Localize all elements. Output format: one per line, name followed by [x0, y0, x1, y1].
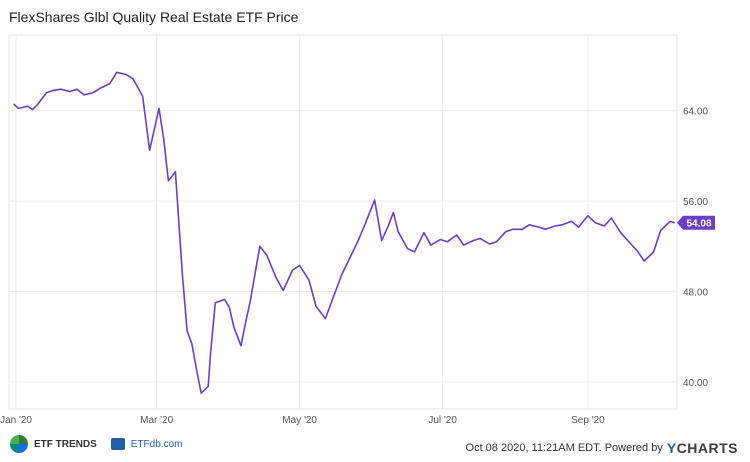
ycharts-y: Y: [666, 440, 677, 456]
etfdb-label: ETFdb.com: [130, 438, 183, 450]
y-axis-ticks: 40.00 48.00 56.00 64.00: [683, 107, 708, 389]
x-tick-label: Jul '20: [428, 415, 457, 426]
ycharts-logo: YCHARTS: [667, 440, 738, 456]
x-tick-label: Mar '20: [140, 415, 173, 426]
last-value-badge-shape: [677, 215, 715, 230]
ycharts-rest: CHARTS: [676, 440, 738, 456]
y-tick-label: 48.00: [683, 287, 708, 298]
y-tick-label: 56.00: [683, 197, 708, 208]
grid-lines: [9, 35, 677, 409]
y-tick-label: 40.00: [683, 378, 708, 389]
x-axis-ticks: Jan '20 Mar '20 May '20 Jul '20 Sep '20: [0, 415, 605, 426]
x-tick-label: Jan '20: [0, 415, 32, 426]
price-series-line: [13, 71, 675, 394]
y-tick-label: 64.00: [683, 107, 708, 118]
footer-left-brands: ETF TRENDS ETFdb.com: [10, 434, 182, 454]
x-tick-label: May '20: [282, 415, 317, 426]
etfdb-logo-icon: [110, 438, 125, 450]
last-value-label: 54.08: [686, 218, 711, 229]
x-tick-label: Sep '20: [571, 415, 605, 426]
chart-title: FlexShares Glbl Quality Real Estate ETF …: [9, 9, 299, 25]
last-value-badge: 54.08: [677, 215, 715, 230]
etf-trends-logo-icon: [10, 435, 28, 453]
timestamp-text: Oct 08 2020, 11:21AM EDT. Powered by: [465, 442, 663, 454]
plot-frame: [8, 34, 678, 410]
etf-trends-label: ETF TRENDS: [34, 438, 97, 450]
footer-timestamp: Oct 08 2020, 11:21AM EDT. Powered by YCH…: [466, 440, 738, 456]
